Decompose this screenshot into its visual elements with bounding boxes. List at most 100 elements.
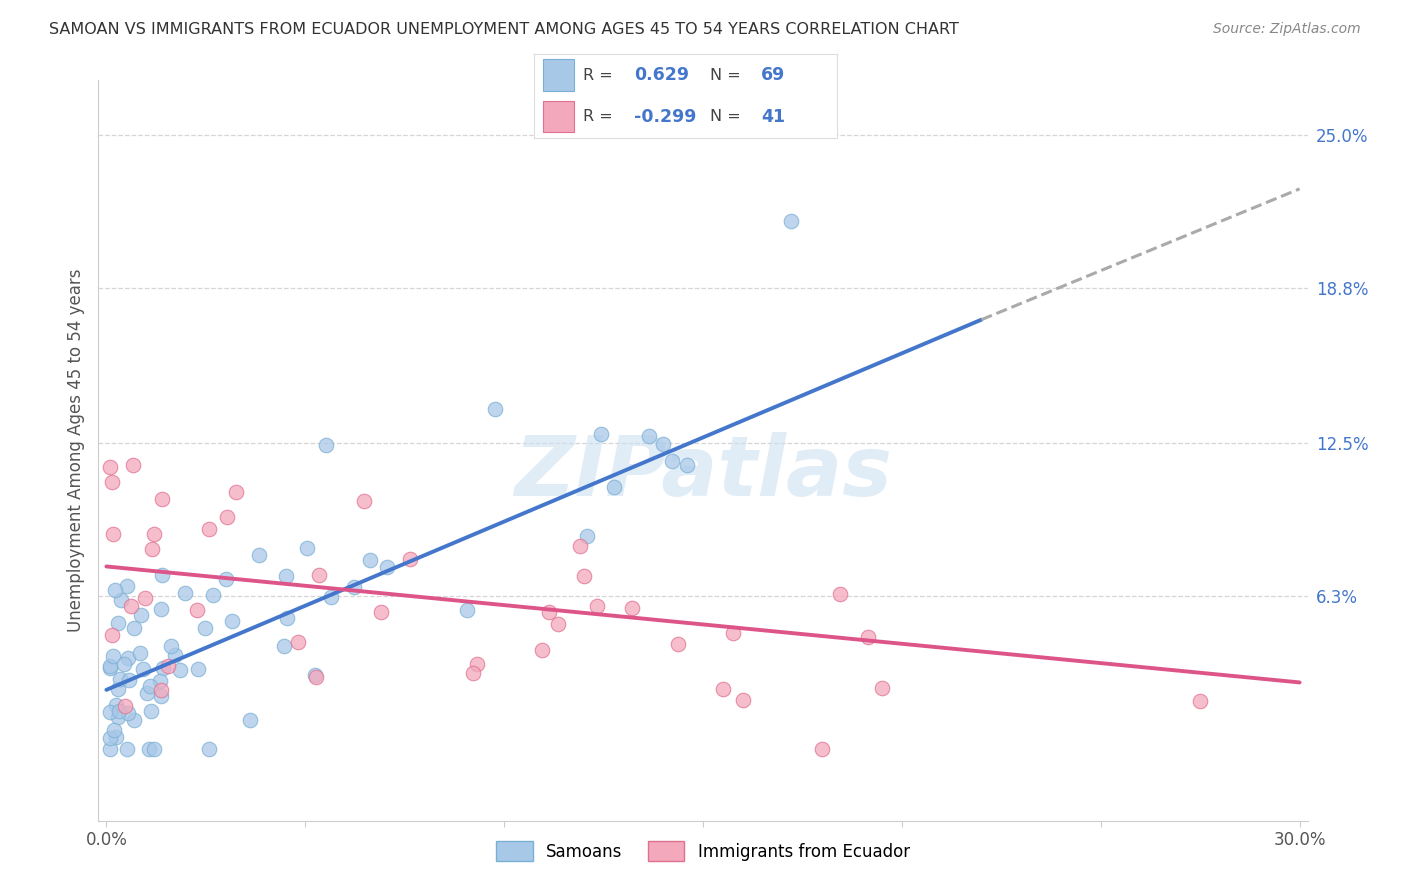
Point bbox=[103, 723, 125, 737]
Point bbox=[120, 599, 142, 614]
Point bbox=[131, 662, 153, 676]
Point bbox=[114, 699, 136, 714]
Point bbox=[321, 590, 343, 604]
Point bbox=[572, 569, 595, 583]
Point bbox=[150, 690, 173, 704]
Point bbox=[118, 673, 141, 687]
Point bbox=[110, 593, 132, 607]
Point bbox=[575, 529, 598, 543]
Point bbox=[830, 587, 852, 601]
Text: N =: N = bbox=[710, 109, 745, 124]
Point bbox=[152, 661, 174, 675]
Bar bbox=[543, 60, 574, 91]
Point bbox=[276, 611, 298, 625]
Point bbox=[215, 510, 238, 524]
Point bbox=[174, 586, 197, 600]
Point bbox=[661, 453, 683, 467]
Text: R =: R = bbox=[582, 68, 617, 83]
Point bbox=[98, 706, 121, 720]
Point bbox=[122, 458, 145, 473]
Point bbox=[186, 603, 208, 617]
Point bbox=[537, 605, 560, 619]
Point bbox=[98, 459, 121, 474]
Point bbox=[353, 493, 375, 508]
Point bbox=[101, 628, 124, 642]
Point bbox=[637, 428, 659, 442]
Point bbox=[547, 617, 569, 632]
Point bbox=[530, 643, 553, 657]
Point bbox=[197, 523, 219, 537]
Point bbox=[273, 639, 295, 653]
Point bbox=[104, 582, 127, 597]
Point bbox=[107, 682, 129, 697]
Point bbox=[143, 527, 166, 541]
Point bbox=[115, 742, 138, 756]
Point bbox=[247, 548, 270, 562]
Point bbox=[711, 682, 734, 697]
Point bbox=[589, 427, 612, 442]
Point bbox=[225, 484, 247, 499]
Point bbox=[304, 668, 326, 682]
Text: SAMOAN VS IMMIGRANTS FROM ECUADOR UNEMPLOYMENT AMONG AGES 45 TO 54 YEARS CORRELA: SAMOAN VS IMMIGRANTS FROM ECUADOR UNEMPL… bbox=[49, 22, 959, 37]
Point bbox=[136, 686, 159, 700]
Point bbox=[676, 458, 699, 473]
Point bbox=[370, 605, 392, 619]
Bar bbox=[543, 101, 574, 132]
Point bbox=[274, 569, 297, 583]
Point bbox=[101, 527, 124, 541]
Point bbox=[359, 552, 381, 566]
Point bbox=[461, 665, 484, 680]
Point bbox=[399, 552, 422, 566]
Point bbox=[165, 648, 187, 662]
Point bbox=[287, 634, 309, 648]
Point bbox=[721, 625, 744, 640]
Point bbox=[343, 580, 366, 594]
Point bbox=[315, 438, 337, 452]
Point bbox=[101, 475, 124, 489]
Point bbox=[134, 591, 156, 605]
Point bbox=[141, 542, 163, 557]
Point bbox=[297, 541, 319, 556]
Point bbox=[117, 651, 139, 665]
Point bbox=[215, 572, 238, 586]
Text: R =: R = bbox=[582, 109, 617, 124]
Point bbox=[156, 659, 179, 673]
Point bbox=[101, 648, 124, 663]
Point bbox=[124, 713, 146, 727]
Point bbox=[870, 681, 893, 696]
Text: N =: N = bbox=[710, 68, 745, 83]
Point bbox=[150, 568, 173, 582]
Point bbox=[112, 657, 135, 671]
Point bbox=[194, 621, 217, 635]
Text: 0.629: 0.629 bbox=[634, 66, 689, 84]
Legend: Samoans, Immigrants from Ecuador: Samoans, Immigrants from Ecuador bbox=[489, 834, 917, 868]
Point bbox=[811, 742, 834, 756]
Point bbox=[107, 710, 129, 724]
Point bbox=[117, 706, 139, 721]
Point bbox=[149, 602, 172, 616]
Point bbox=[98, 742, 121, 756]
Point bbox=[201, 588, 224, 602]
Point bbox=[198, 742, 221, 756]
Point bbox=[585, 599, 607, 614]
Point bbox=[138, 742, 160, 756]
Point bbox=[129, 608, 152, 623]
Point bbox=[160, 640, 183, 654]
Point bbox=[467, 657, 489, 671]
Point bbox=[308, 568, 330, 582]
Point bbox=[149, 673, 172, 688]
Point bbox=[187, 663, 209, 677]
Point bbox=[139, 704, 162, 718]
Point bbox=[666, 636, 689, 650]
Point bbox=[129, 646, 152, 660]
Point bbox=[221, 614, 243, 628]
Y-axis label: Unemployment Among Ages 45 to 54 years: Unemployment Among Ages 45 to 54 years bbox=[66, 268, 84, 632]
Point bbox=[105, 698, 128, 712]
Point bbox=[115, 579, 138, 593]
Point bbox=[107, 704, 129, 718]
Point bbox=[239, 713, 262, 727]
Point bbox=[98, 659, 121, 673]
Point bbox=[779, 214, 801, 228]
Point bbox=[731, 693, 754, 707]
Point bbox=[98, 661, 121, 675]
